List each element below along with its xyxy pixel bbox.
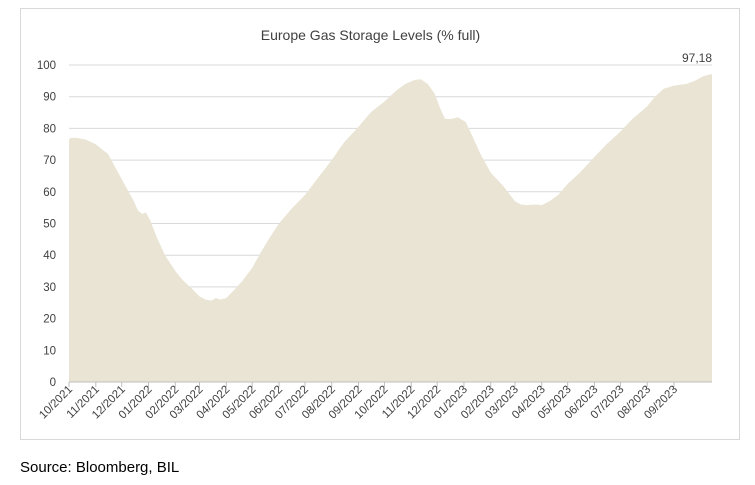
y-tick-label: 50 xyxy=(43,219,56,231)
y-tick-label: 10 xyxy=(43,345,56,357)
y-tick-label: 30 xyxy=(43,282,56,294)
y-tick-label: 0 xyxy=(50,377,56,389)
chart-svg: 010203040506070809010010/202111/202112/2… xyxy=(37,27,713,422)
last-value-label: 97,18 xyxy=(682,51,712,65)
y-tick-label: 20 xyxy=(43,314,56,326)
y-tick-label: 70 xyxy=(43,155,56,167)
source-note: Source: Bloomberg, BIL xyxy=(20,459,180,476)
annotation-layer: 97,18 xyxy=(682,51,712,65)
chart-title: Europe Gas Storage Levels (% full) xyxy=(261,27,480,43)
y-tick-label: 100 xyxy=(37,60,56,72)
y-tick-label: 80 xyxy=(43,123,56,135)
y-tick-label: 60 xyxy=(43,187,56,199)
area-series-0 xyxy=(69,73,712,382)
area-layer xyxy=(69,73,712,382)
chart-frame: 0 10 20 30 40 50 60 70 80 90 100 10/2021 11/2021 12/2… xyxy=(20,8,740,440)
y-tick-label: 90 xyxy=(43,92,56,104)
y-tick-label: 40 xyxy=(43,250,56,262)
